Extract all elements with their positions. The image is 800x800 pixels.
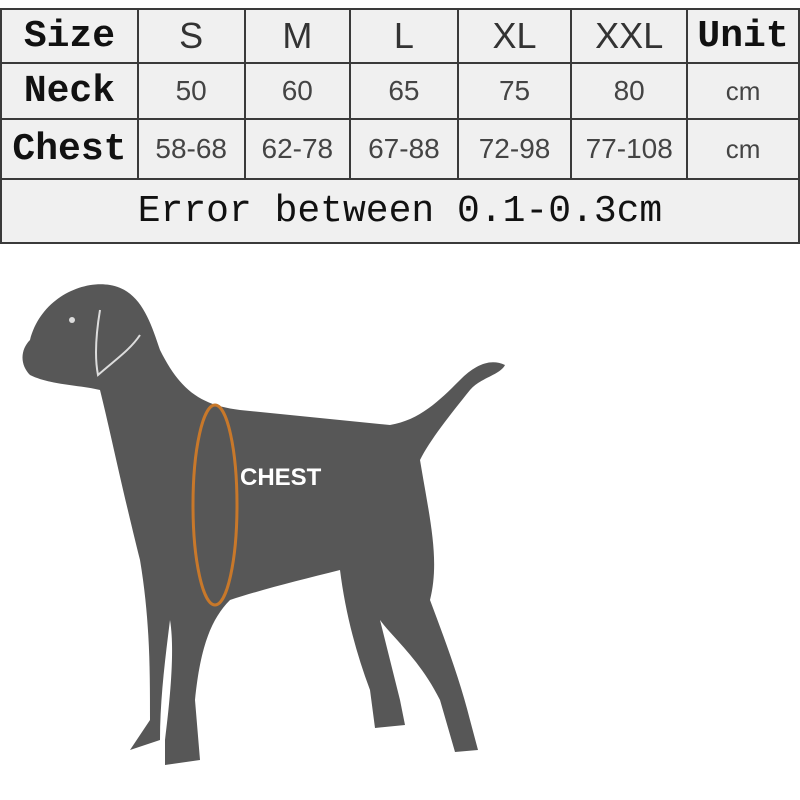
chest-measure-ellipse <box>191 403 239 607</box>
neck-row: Neck 50 60 65 75 80 cm <box>0 62 800 120</box>
header-row: Size S M L XL XXL Unit <box>0 8 800 64</box>
eye <box>69 317 75 323</box>
cell: 58-68 <box>136 118 246 180</box>
unit-header: Unit <box>686 8 800 64</box>
cell: 77-108 <box>570 118 689 180</box>
cell: 72-98 <box>456 118 573 180</box>
chest-label: CHEST <box>240 464 322 491</box>
cell: 62-78 <box>243 118 352 180</box>
size-s: S <box>136 8 246 64</box>
size-l: L <box>349 8 459 64</box>
unit-cell: cm <box>686 118 800 180</box>
cell: 67-88 <box>349 118 459 180</box>
cell: 80 <box>570 62 689 120</box>
size-header: Size <box>0 8 139 64</box>
row-label: Chest <box>0 118 139 180</box>
error-note: Error between 0.1-0.3cm <box>0 178 800 244</box>
cell: 65 <box>349 62 459 120</box>
size-xl: XL <box>456 8 573 64</box>
unit-cell: cm <box>686 62 800 120</box>
row-label: Neck <box>0 62 139 120</box>
chest-row: Chest 58-68 62-78 67-88 72-98 77-108 cm <box>0 118 800 180</box>
ear-outline <box>94 309 141 377</box>
size-m: M <box>243 8 352 64</box>
cell: 75 <box>456 62 573 120</box>
dog-silhouette <box>22 284 505 765</box>
note-row: Error between 0.1-0.3cm <box>0 178 800 244</box>
cell: 50 <box>136 62 246 120</box>
size-chart-table: Size S M L XL XXL Unit Neck 50 60 65 75 … <box>0 8 800 244</box>
size-xxl: XXL <box>570 8 689 64</box>
cell: 60 <box>243 62 352 120</box>
